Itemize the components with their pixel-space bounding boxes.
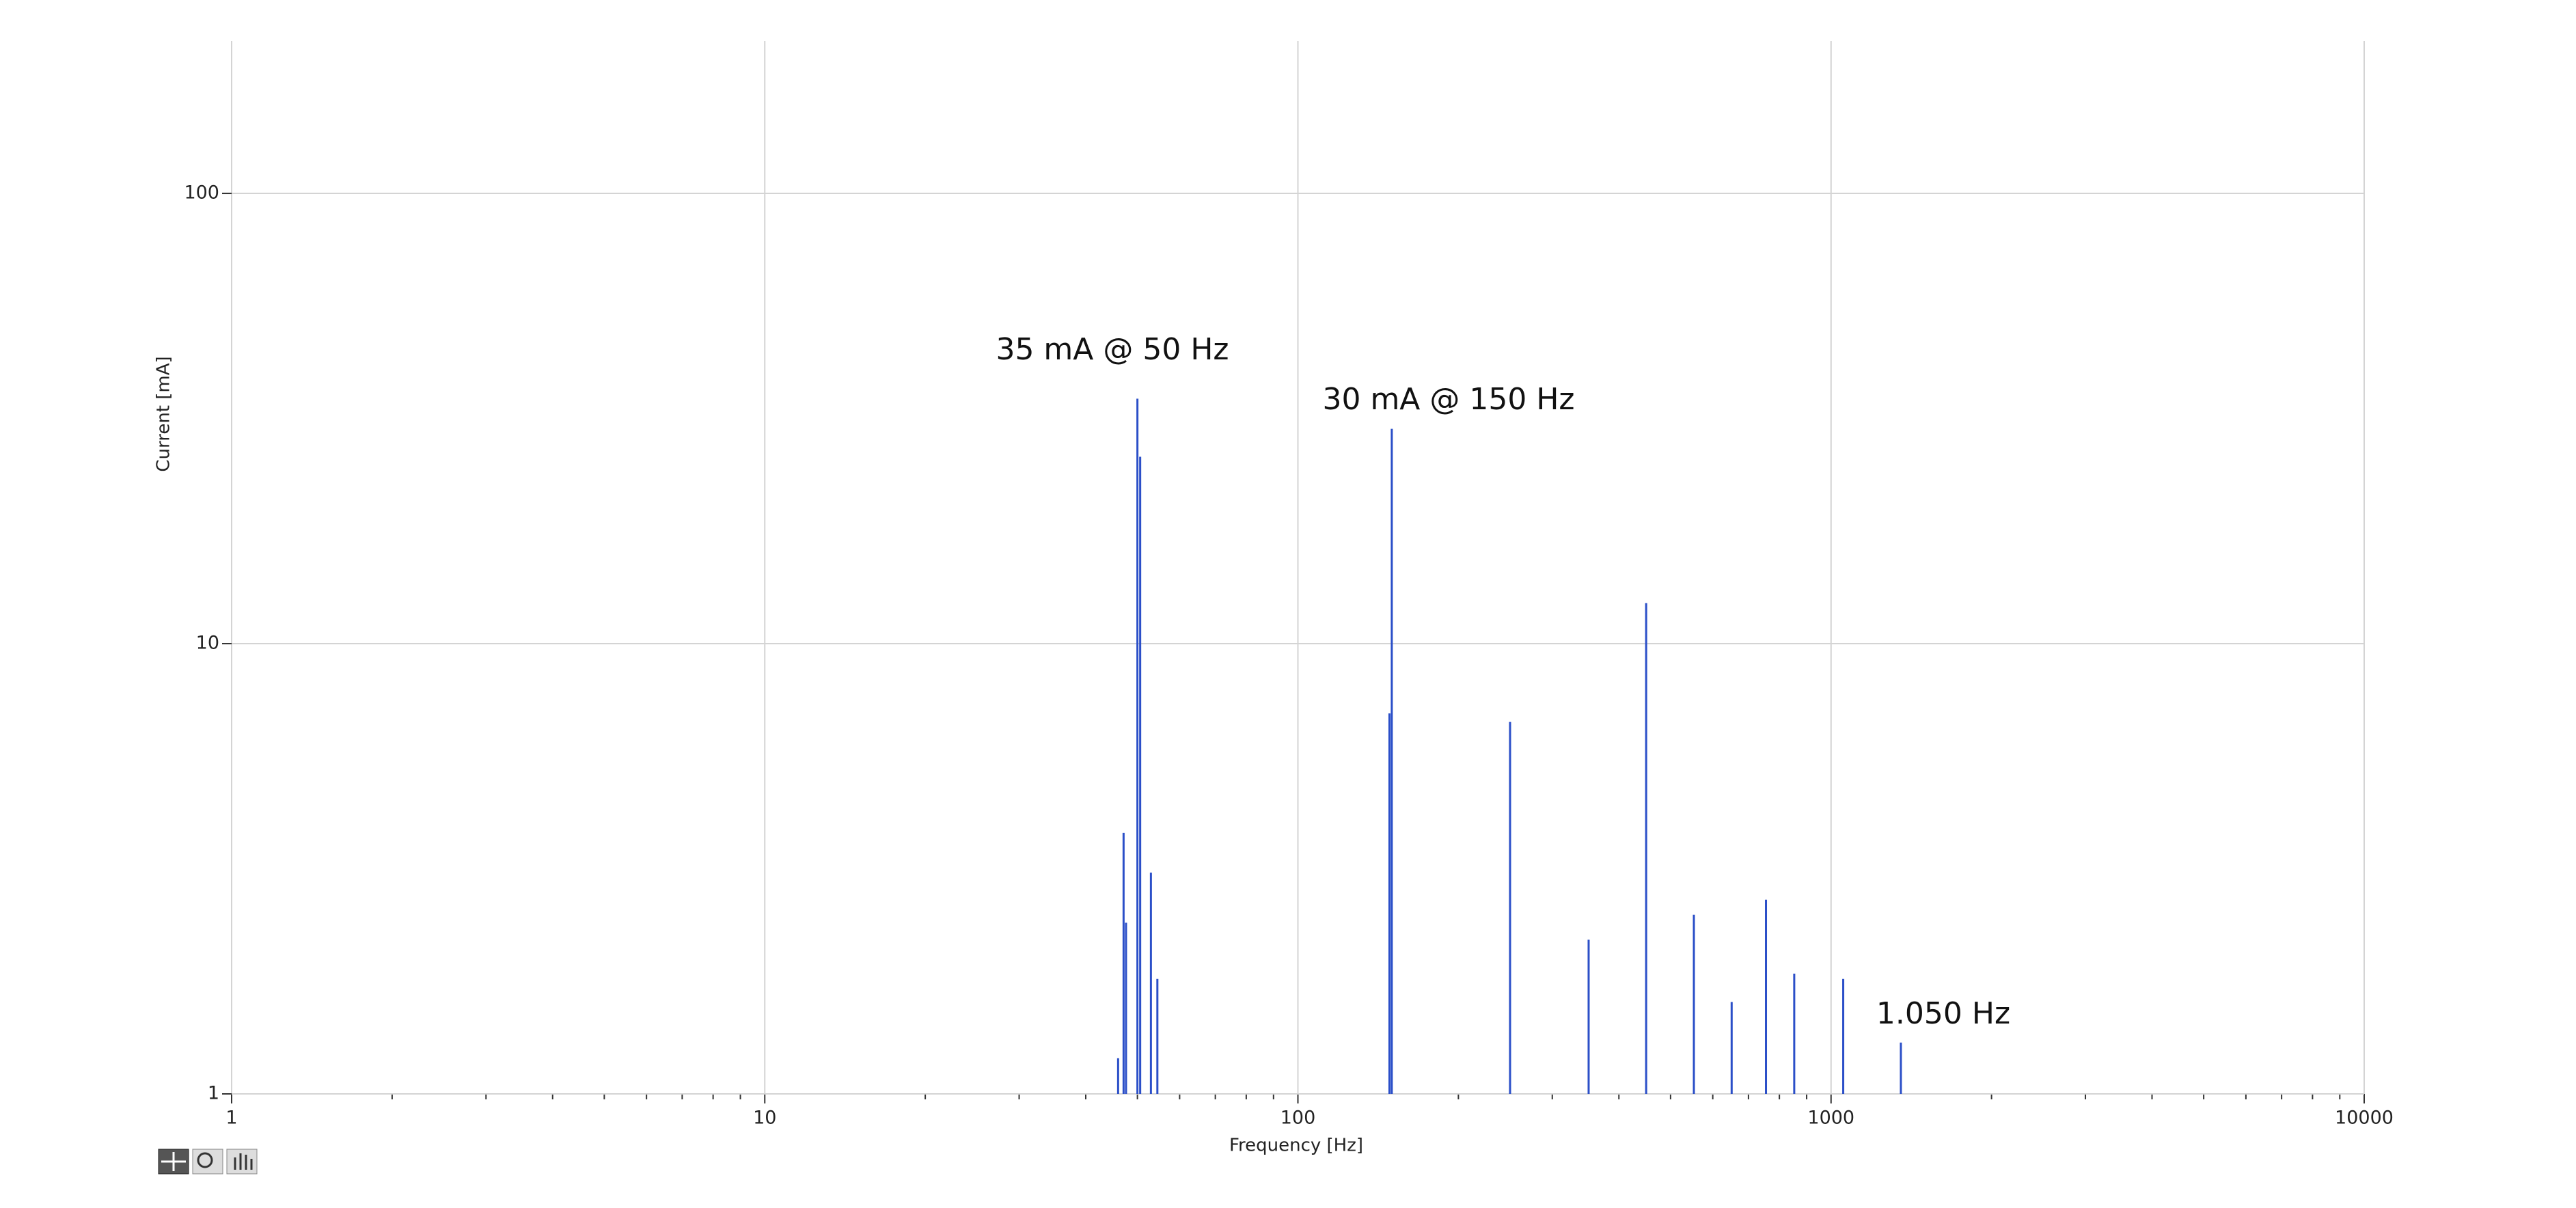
cursor-icon	[161, 1152, 186, 1171]
y-tick-label: 10	[196, 633, 219, 654]
annotation: 30 mA @ 150 Hz	[1322, 382, 1574, 417]
annotation: 1.050 Hz	[1876, 996, 2010, 1031]
x-tick-label: 10000	[2335, 1108, 2394, 1129]
y-tick-label: 100	[184, 182, 219, 204]
zoom-icon	[197, 1152, 213, 1168]
toolbar	[158, 1149, 258, 1175]
annotation: 35 mA @ 50 Hz	[996, 332, 1229, 367]
x-tick-label: 100	[1280, 1108, 1316, 1129]
y-tick-label: 1	[208, 1083, 219, 1104]
x-tick-label: 10	[753, 1108, 776, 1129]
x-tick-label: 1	[225, 1108, 237, 1129]
x-tick-label: 1000	[1807, 1108, 1854, 1129]
y-axis-label: Current [mA]	[154, 356, 174, 471]
x-axis-label: Frequency [Hz]	[1229, 1136, 1363, 1156]
pan-icon	[234, 1153, 253, 1170]
